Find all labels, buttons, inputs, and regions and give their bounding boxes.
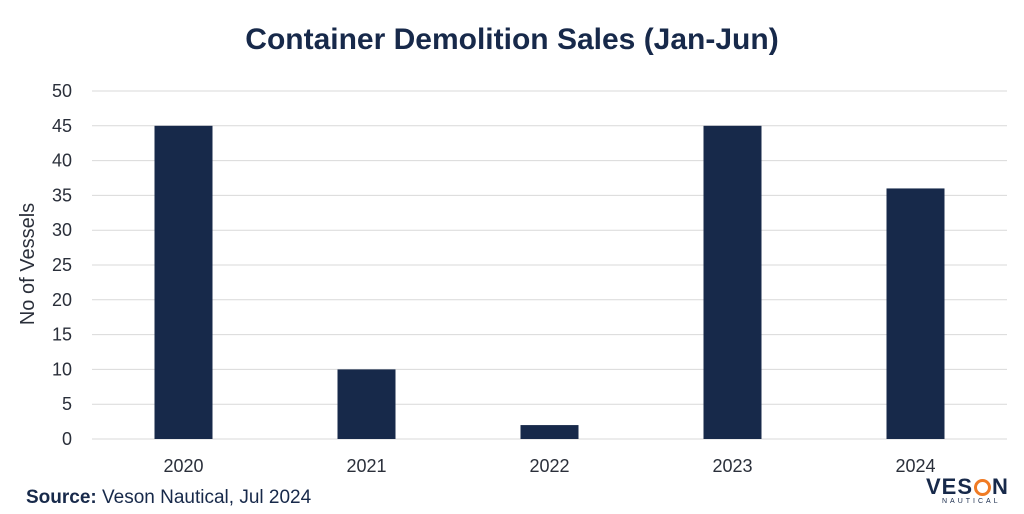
y-axis-ticks: 0 5 10 15 20 25 30 35 40 45 50	[52, 81, 72, 449]
source-text: Veson Nautical, Jul 2024	[96, 487, 312, 508]
y-tick-label: 45	[52, 116, 72, 136]
y-tick-label: 5	[62, 394, 72, 414]
bar-2022	[520, 425, 579, 439]
logo-o-icon	[974, 479, 992, 496]
bar-2024	[886, 188, 945, 439]
y-axis-label: No of Vessels	[17, 203, 39, 325]
y-tick-label: 50	[52, 81, 72, 101]
y-tick-label: 40	[52, 151, 72, 171]
y-tick-label: 15	[52, 325, 72, 345]
y-tick-label: 25	[52, 255, 72, 275]
x-tick-label: 2020	[163, 456, 203, 476]
y-tick-label: 10	[52, 359, 72, 379]
logo-wordmark: VES N	[926, 474, 1009, 500]
bar-2020	[154, 125, 213, 440]
source-label: Source:	[26, 487, 97, 508]
x-tick-label: 2021	[346, 456, 386, 476]
y-tick-label: 35	[52, 185, 72, 205]
x-tick-label: 2024	[895, 456, 935, 476]
source-note: Source: Veson Nautical, Jul 2024	[26, 487, 311, 509]
x-tick-label: 2022	[529, 456, 569, 476]
veson-logo: VES N NAUTICAL	[926, 474, 1016, 510]
logo-text-start: VES	[926, 474, 974, 499]
x-tick-label: 2023	[712, 456, 752, 476]
x-axis-ticks: 2020 2021 2022 2023 2024	[163, 456, 935, 476]
chart-title: Container Demolition Sales (Jan-Jun)	[245, 23, 778, 56]
bar-2021	[337, 369, 396, 439]
gridlines	[92, 90, 1007, 440]
bar-2023	[703, 125, 762, 440]
y-tick-label: 20	[52, 290, 72, 310]
y-tick-label: 30	[52, 220, 72, 240]
bars	[154, 125, 945, 440]
logo-subtitle: NAUTICAL	[942, 498, 1001, 505]
logo-text-end: N	[992, 474, 1009, 499]
y-tick-label: 0	[62, 429, 72, 449]
